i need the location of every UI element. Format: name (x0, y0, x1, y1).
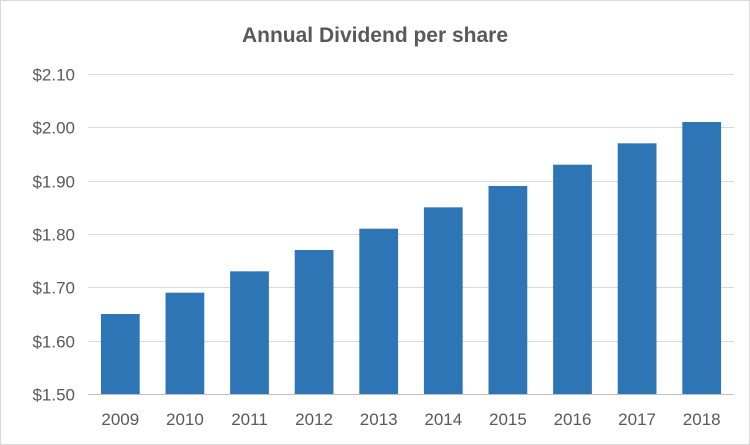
bar-2010 (165, 292, 205, 394)
x-axis-ticks: 2009 2010 2011 2012 2013 2014 2015 2016 2017 2018 (101, 410, 720, 429)
y-tick-label: $1.70 (32, 279, 75, 298)
bar-2018 (682, 122, 722, 394)
bar-2012 (294, 250, 334, 394)
y-tick-label: $1.80 (32, 226, 75, 245)
bar-2016 (553, 164, 592, 394)
y-axis-ticks: $1.50 $1.60 $1.70 $1.80 $1.90 $2.00 $2.10 (32, 66, 75, 405)
x-tick-label: 2015 (489, 410, 527, 429)
bar-2011 (230, 271, 269, 394)
x-tick-label: 2009 (101, 410, 139, 429)
bar-2017 (617, 143, 657, 394)
x-tick-label: 2014 (424, 410, 462, 429)
x-tick-label: 2016 (554, 410, 592, 429)
x-tick-label: 2012 (295, 410, 333, 429)
chart-title: Annual Dividend per share (242, 24, 508, 47)
bar-2009 (100, 314, 140, 394)
x-tick-label: 2013 (360, 410, 398, 429)
x-tick-label: 2010 (166, 410, 204, 429)
y-tick-label: $2.10 (32, 66, 75, 85)
y-tick-label: $1.90 (32, 173, 75, 192)
y-tick-label: $1.50 (32, 386, 75, 405)
bar-2014 (423, 207, 463, 394)
x-tick-label: 2018 (683, 410, 721, 429)
x-tick-label: 2017 (618, 410, 656, 429)
y-tick-label: $1.60 (32, 333, 75, 352)
bar-2013 (359, 228, 399, 394)
y-tick-label: $2.00 (32, 119, 75, 138)
bar-2015 (488, 186, 528, 394)
bars (100, 122, 722, 394)
x-tick-label: 2011 (231, 410, 268, 429)
